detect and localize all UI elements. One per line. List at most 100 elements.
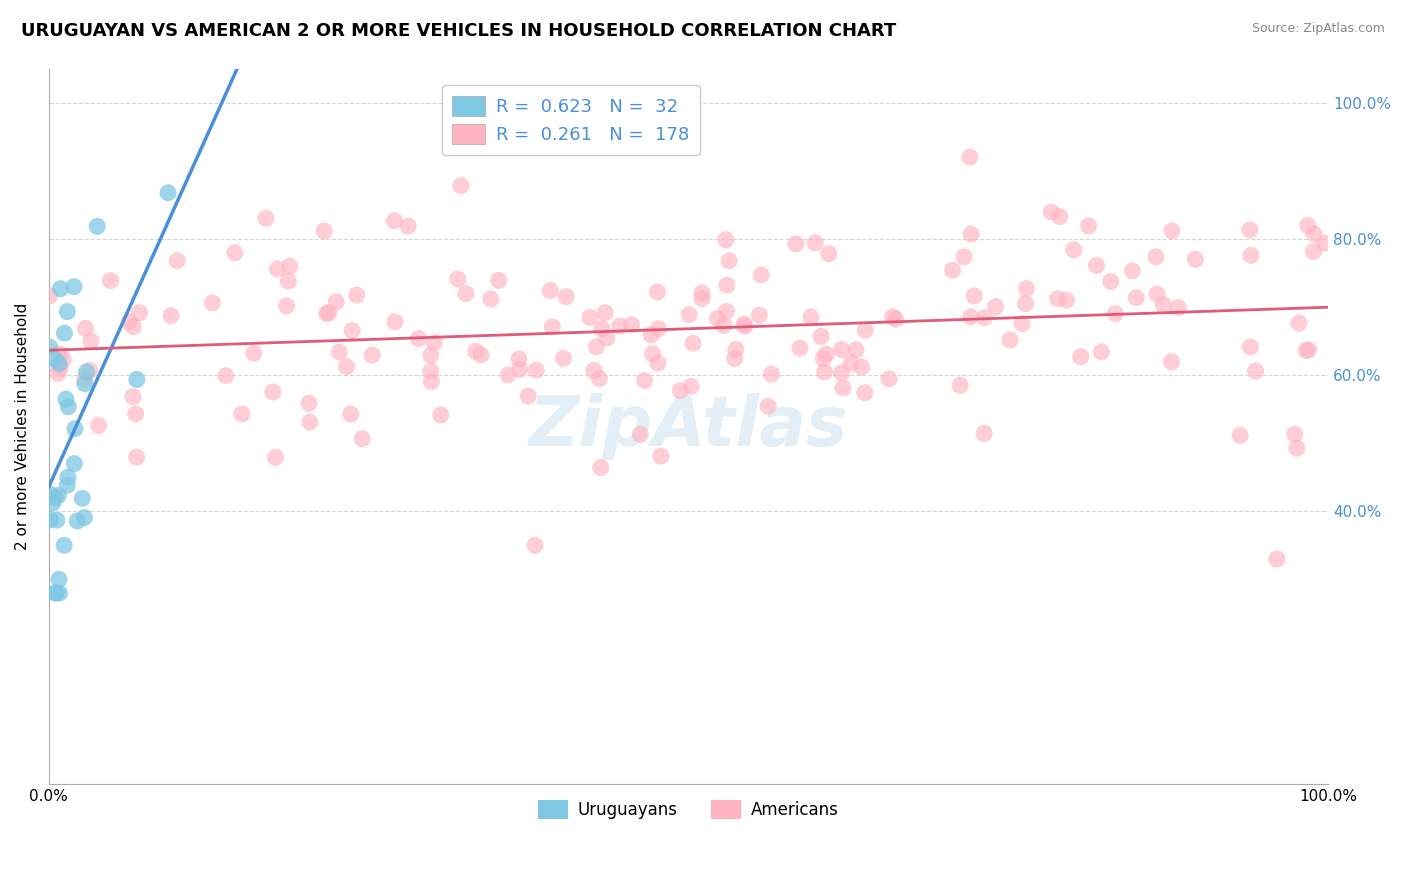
Point [76, 365, 98, 379]
Point [761, 367, 783, 381]
Point [53, 326, 76, 341]
Point [58, 400, 80, 414]
Point [1077, 219, 1099, 233]
Point [215, 368, 238, 383]
Point [48, 573, 70, 587]
Point [831, 366, 853, 380]
Point [681, 379, 703, 393]
Point [264, 450, 287, 465]
Point [488, 273, 510, 287]
Point [628, 427, 651, 442]
Point [340, 324, 363, 338]
Point [450, 178, 472, 193]
Point [845, 343, 868, 357]
Point [713, 318, 735, 333]
Point [254, 211, 277, 226]
Point [831, 343, 853, 357]
Point [277, 274, 299, 288]
Point [690, 292, 713, 306]
Point [963, 289, 986, 303]
Point [346, 288, 368, 302]
Point [125, 450, 148, 464]
Point [73, 372, 96, 386]
Point [384, 315, 406, 329]
Point [1152, 298, 1174, 312]
Point [839, 356, 862, 370]
Point [124, 407, 146, 421]
Point [44, 586, 66, 600]
Point [949, 378, 972, 392]
Point [1240, 248, 1263, 262]
Point [1285, 441, 1308, 455]
Point [1313, 236, 1336, 251]
Point [650, 449, 672, 463]
Point [1160, 355, 1182, 369]
Point [716, 278, 738, 293]
Point [1085, 259, 1108, 273]
Point [882, 310, 904, 324]
Point [960, 227, 983, 241]
Point [633, 374, 655, 388]
Point [46, 488, 69, 502]
Point [815, 347, 838, 361]
Point [314, 224, 336, 238]
Point [973, 310, 995, 325]
Point [555, 290, 578, 304]
Point [733, 317, 755, 331]
Point [1288, 316, 1310, 330]
Point [382, 213, 405, 227]
Point [42, 496, 65, 510]
Point [591, 321, 613, 335]
Point [588, 371, 610, 385]
Point [669, 384, 692, 398]
Point [1239, 340, 1261, 354]
Point [122, 319, 145, 334]
Point [1046, 292, 1069, 306]
Point [509, 362, 531, 376]
Point [352, 432, 374, 446]
Point [231, 407, 253, 421]
Point [1184, 252, 1206, 267]
Point [714, 233, 737, 247]
Point [716, 304, 738, 318]
Point [298, 415, 321, 429]
Point [325, 294, 347, 309]
Point [38, 487, 60, 501]
Point [1121, 264, 1143, 278]
Point [524, 363, 547, 377]
Point [160, 309, 183, 323]
Point [1144, 250, 1167, 264]
Point [45, 513, 67, 527]
Point [63, 457, 86, 471]
Point [1265, 552, 1288, 566]
Point [810, 329, 832, 343]
Point [479, 292, 502, 306]
Point [651, 109, 673, 123]
Point [748, 308, 770, 322]
Point [647, 322, 669, 336]
Point [56, 478, 79, 492]
Point [55, 392, 77, 406]
Point [682, 336, 704, 351]
Point [1070, 350, 1092, 364]
Point [44, 491, 66, 505]
Point [706, 311, 728, 326]
Point [38, 340, 60, 354]
Point [620, 318, 643, 332]
Point [832, 381, 855, 395]
Point [396, 219, 419, 233]
Point [52, 352, 75, 367]
Point [328, 345, 350, 359]
Point [166, 253, 188, 268]
Point [984, 300, 1007, 314]
Point [63, 422, 86, 436]
Point [86, 219, 108, 234]
Point [789, 341, 811, 355]
Point [298, 396, 321, 410]
Point [1014, 296, 1036, 310]
Point [73, 510, 96, 524]
Point [724, 351, 747, 366]
Point [46, 367, 69, 381]
Point [38, 289, 60, 303]
Point [647, 285, 669, 299]
